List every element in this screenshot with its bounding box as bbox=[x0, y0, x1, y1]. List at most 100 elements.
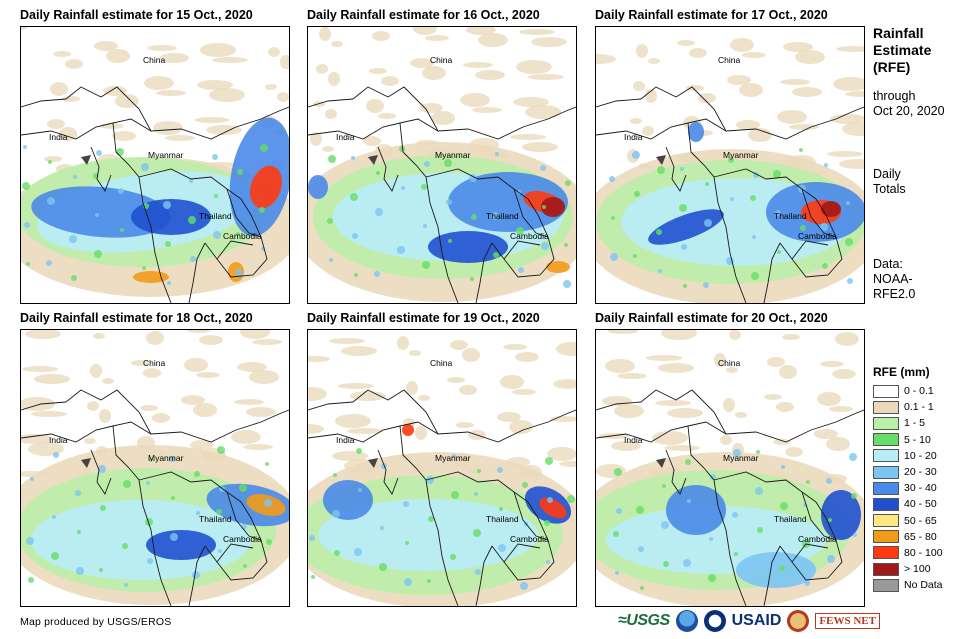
place-label-cambodia: Cambodia bbox=[223, 231, 262, 241]
rainfall-map: China India Myanmar Thailand Cambodia bbox=[307, 329, 577, 607]
place-label-myanmar: Myanmar bbox=[723, 453, 759, 463]
legend-item: 50 - 65 bbox=[873, 513, 963, 529]
place-label-thailand: Thailand bbox=[199, 211, 232, 221]
usgs-logo: ≈USGS bbox=[618, 612, 670, 629]
map-panel-oct-15: Daily Rainfall estimate for 15 Oct., 202… bbox=[20, 8, 290, 308]
legend-label: 30 - 40 bbox=[904, 482, 937, 495]
legend-swatch bbox=[873, 562, 899, 576]
legend-swatch bbox=[873, 416, 899, 430]
usaid-logo: USAID bbox=[731, 612, 782, 629]
legend-swatch bbox=[873, 433, 899, 447]
place-label-india: India bbox=[624, 132, 643, 142]
map-panel-oct-18: Daily Rainfall estimate for 18 Oct., 202… bbox=[20, 311, 290, 611]
place-label-china: China bbox=[718, 55, 740, 65]
place-label-thailand: Thailand bbox=[486, 211, 519, 221]
place-label-cambodia: Cambodia bbox=[223, 534, 262, 544]
map-panel-oct-20: Daily Rainfall estimate for 20 Oct., 202… bbox=[595, 311, 865, 611]
place-label-myanmar: Myanmar bbox=[723, 150, 759, 160]
place-label-china: China bbox=[143, 358, 165, 368]
legend-swatch bbox=[873, 497, 899, 511]
map-panel-oct-19: Daily Rainfall estimate for 19 Oct., 202… bbox=[307, 311, 577, 611]
legend-item: 20 - 30 bbox=[873, 464, 963, 480]
legend-item: 1 - 5 bbox=[873, 415, 963, 431]
legend-item: 65 - 80 bbox=[873, 529, 963, 545]
place-label-thailand: Thailand bbox=[486, 514, 519, 524]
place-label-india: India bbox=[336, 132, 355, 142]
legend-title: RFE (mm) bbox=[873, 365, 930, 379]
legend-item: 0 - 0.1 bbox=[873, 383, 963, 399]
totals-label: Totals bbox=[873, 182, 906, 196]
legend-label: 80 - 100 bbox=[904, 546, 943, 559]
legend-label: 20 - 30 bbox=[904, 466, 937, 479]
legend-label: 0.1 - 1 bbox=[904, 401, 934, 414]
legend-item: > 100 bbox=[873, 561, 963, 577]
daily-label: Daily bbox=[873, 167, 901, 181]
legend-label: 0 - 0.1 bbox=[904, 385, 934, 398]
legend-item: 40 - 50 bbox=[873, 496, 963, 512]
legend-label: 65 - 80 bbox=[904, 530, 937, 543]
legend-item: 5 - 10 bbox=[873, 432, 963, 448]
panel-title: Daily Rainfall estimate for 18 Oct., 202… bbox=[20, 311, 253, 325]
legend-item: 80 - 100 bbox=[873, 545, 963, 561]
sidebar-through-date: through Oct 20, 2020 bbox=[873, 89, 945, 119]
map-panel-oct-16: Daily Rainfall estimate for 16 Oct., 202… bbox=[307, 8, 577, 308]
place-label-china: China bbox=[143, 55, 165, 65]
panel-title: Daily Rainfall estimate for 20 Oct., 202… bbox=[595, 311, 828, 325]
place-label-myanmar: Myanmar bbox=[148, 453, 184, 463]
sidebar-title-line: Estimate bbox=[873, 42, 932, 58]
rainfall-map: China India Myanmar Thailand Cambodia bbox=[307, 26, 577, 304]
legend-swatch bbox=[873, 384, 899, 398]
rainfall-map: China India Myanmar Thailand Cambodia bbox=[595, 26, 865, 304]
legend-item: 10 - 20 bbox=[873, 448, 963, 464]
panel-title: Daily Rainfall estimate for 19 Oct., 202… bbox=[307, 311, 540, 325]
place-label-cambodia: Cambodia bbox=[510, 231, 549, 241]
panel-title: Daily Rainfall estimate for 17 Oct., 202… bbox=[595, 8, 828, 22]
legend-item: 0.1 - 1 bbox=[873, 399, 963, 415]
place-label-india: India bbox=[336, 435, 355, 445]
place-label-thailand: Thailand bbox=[774, 211, 807, 221]
sidebar-data-source: Data: NOAA- RFE2.0 bbox=[873, 257, 915, 302]
fews-net-logo: FEWS NET bbox=[815, 613, 880, 629]
legend-label: No Data bbox=[904, 579, 943, 592]
legend-swatch bbox=[873, 546, 899, 560]
legend-label: > 100 bbox=[904, 563, 931, 576]
legend-label: 50 - 65 bbox=[904, 514, 937, 527]
place-label-china: China bbox=[430, 358, 452, 368]
place-label-india: India bbox=[49, 435, 68, 445]
legend-label: 10 - 20 bbox=[904, 449, 937, 462]
legend-swatch bbox=[873, 530, 899, 544]
place-label-china: China bbox=[718, 358, 740, 368]
place-label-myanmar: Myanmar bbox=[435, 453, 471, 463]
legend-swatch bbox=[873, 400, 899, 414]
legend-swatch bbox=[873, 449, 899, 463]
sidebar-title: Rainfall Estimate (RFE) bbox=[873, 25, 931, 76]
legend-label: 5 - 10 bbox=[904, 433, 931, 446]
rainfall-map: China India Myanmar Thailand Cambodia bbox=[595, 329, 865, 607]
legend-swatch bbox=[873, 514, 899, 528]
legend-item: No Data bbox=[873, 577, 963, 593]
legend-item: 30 - 40 bbox=[873, 480, 963, 496]
panel-title: Daily Rainfall estimate for 15 Oct., 202… bbox=[20, 8, 253, 22]
data-source-line: NOAA- bbox=[873, 272, 913, 286]
map-panel-oct-17: Daily Rainfall estimate for 17 Oct., 202… bbox=[595, 8, 865, 308]
rainfall-map: China India Myanmar Thailand Cambodia bbox=[20, 26, 290, 304]
fews-globe-icon bbox=[787, 610, 810, 632]
through-date: Oct 20, 2020 bbox=[873, 104, 945, 118]
noaa-logo-icon bbox=[675, 610, 698, 632]
panel-title: Daily Rainfall estimate for 16 Oct., 202… bbox=[307, 8, 540, 22]
data-label: Data: bbox=[873, 257, 903, 271]
logo-strip: ≈USGS USAID FEWS NET bbox=[618, 608, 963, 634]
place-label-china: China bbox=[430, 55, 452, 65]
sidebar-daily-totals: Daily Totals bbox=[873, 167, 906, 197]
place-label-cambodia: Cambodia bbox=[510, 534, 549, 544]
rfe-legend: RFE (mm) 0 - 0.1 0.1 - 1 1 - 5 5 - 10 10 - 2… bbox=[873, 365, 963, 593]
place-label-cambodia: Cambodia bbox=[798, 534, 837, 544]
legend-swatch bbox=[873, 578, 899, 592]
place-label-india: India bbox=[49, 132, 68, 142]
through-label: through bbox=[873, 89, 916, 103]
place-label-thailand: Thailand bbox=[199, 514, 232, 524]
place-label-india: India bbox=[624, 435, 643, 445]
legend-label: 1 - 5 bbox=[904, 417, 926, 430]
sidebar-title-line: Rainfall bbox=[873, 25, 924, 41]
sidebar-title-line: (RFE) bbox=[873, 59, 911, 75]
